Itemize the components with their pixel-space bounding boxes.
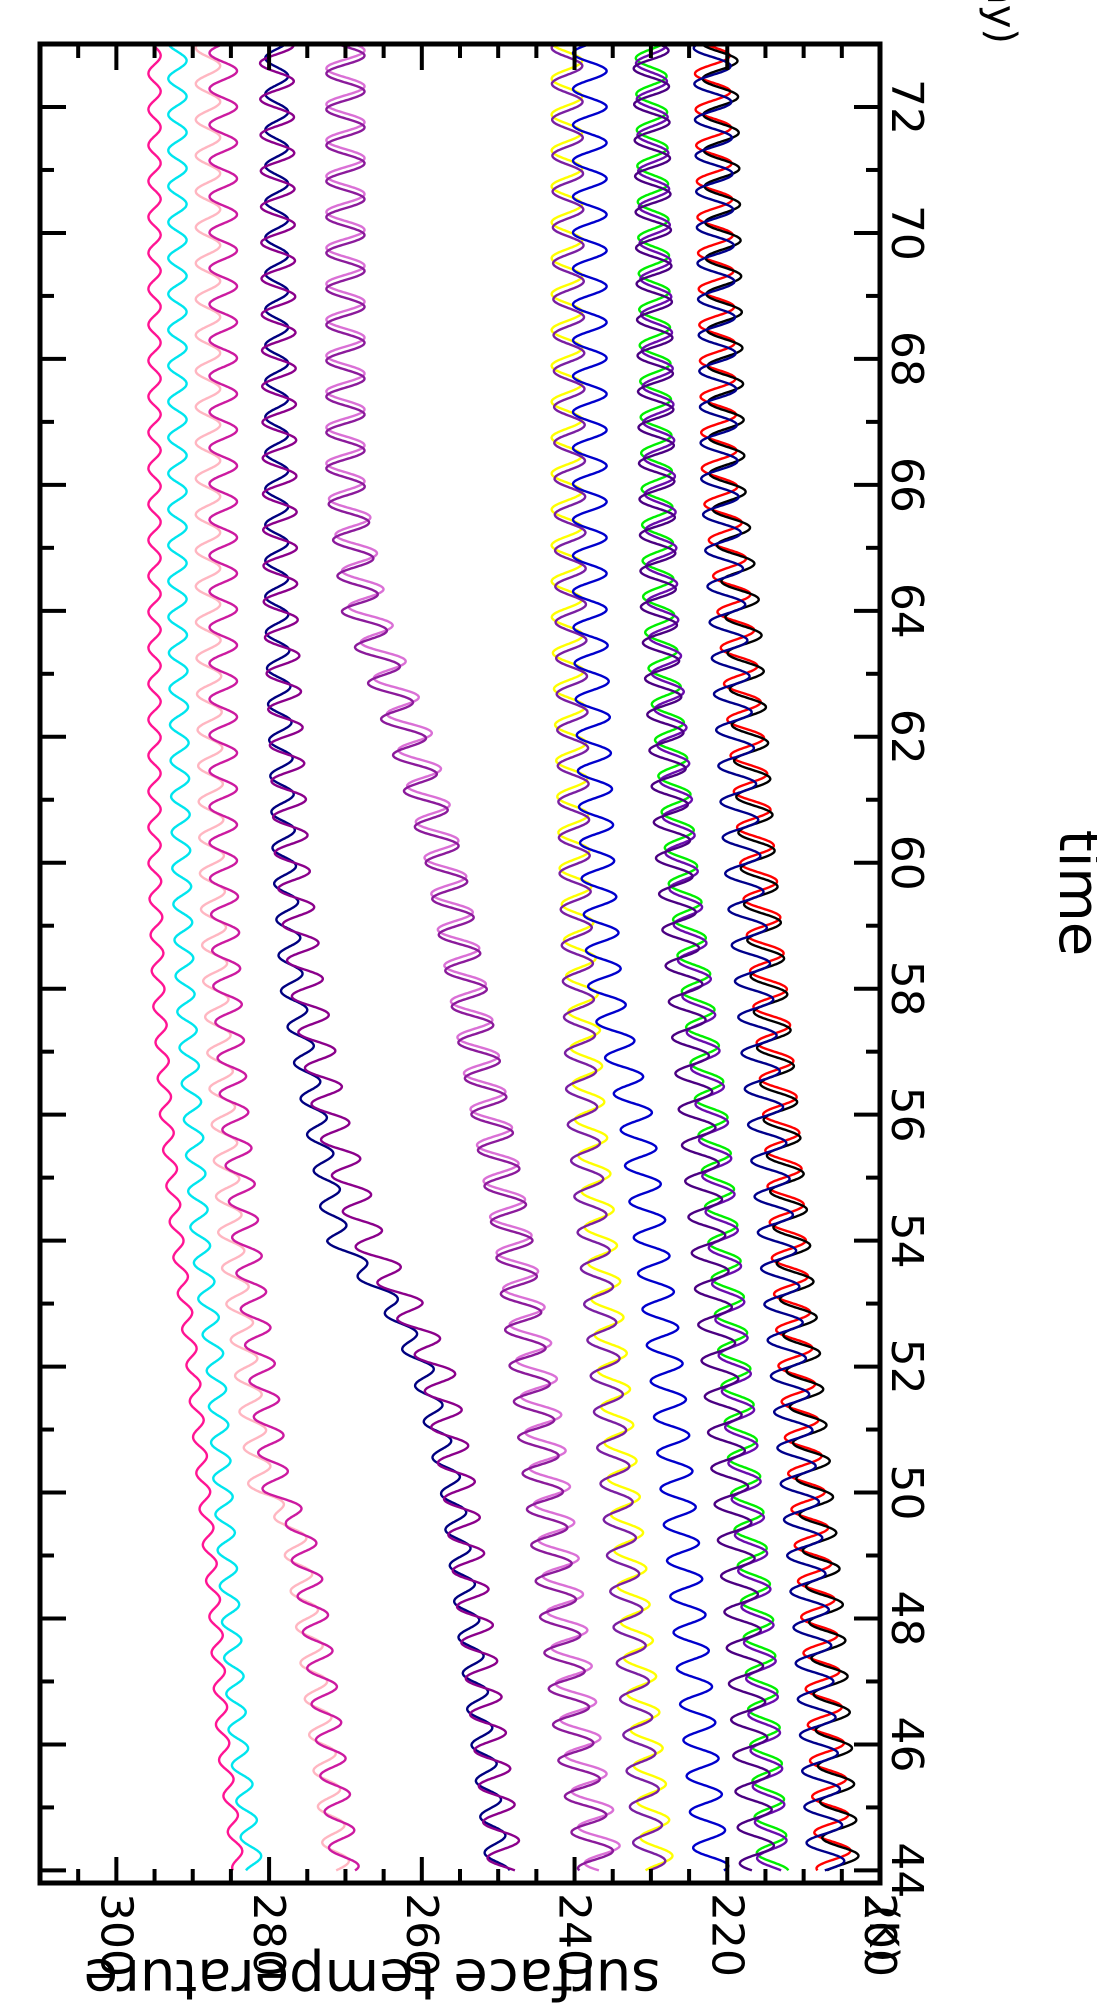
y-tick-label: 220 xyxy=(701,1893,752,1977)
ticks-layer xyxy=(38,42,882,1883)
series-line-5 xyxy=(264,43,511,1871)
series-line-8 xyxy=(325,42,615,1872)
y-tick-label: 280 xyxy=(243,1893,294,1977)
series-line-17 xyxy=(692,42,846,1872)
y-axis-label: surface temperature xyxy=(84,1946,661,2011)
series-line-1 xyxy=(147,43,244,1871)
x-tick-label: 60 xyxy=(881,835,932,891)
y-tick-label: 200 xyxy=(854,1893,905,1977)
x-tick-label: 62 xyxy=(881,709,932,765)
series-line-11 xyxy=(571,42,730,1872)
x-tick-label: 56 xyxy=(881,1087,932,1143)
labels-layer: 44 46 48 50 52 54 56 58 60 62 64 66 68 70 72 200 220 240 2… xyxy=(90,79,932,1977)
plot-frame xyxy=(37,41,883,1886)
x-tick-label: 66 xyxy=(881,457,932,513)
series-layer xyxy=(147,42,860,1872)
series-line-4 xyxy=(208,42,360,1872)
series-line-7 xyxy=(325,42,621,1872)
x-tick-label: 68 xyxy=(881,331,932,387)
x-axis-unit: (×1000 day) xyxy=(978,0,1024,44)
y-tick-label: 240 xyxy=(549,1893,600,1977)
x-tick-label: 46 xyxy=(881,1716,932,1772)
y-tick-label: 300 xyxy=(90,1893,141,1977)
y-axis-unit: (K) xyxy=(860,1905,906,1962)
series-line-6 xyxy=(258,43,521,1872)
x-tick-label: 72 xyxy=(881,79,932,135)
series-line-10 xyxy=(550,43,667,1872)
x-tick-label: 58 xyxy=(881,961,932,1017)
x-tick-label: 64 xyxy=(881,583,932,639)
x-tick-label: 54 xyxy=(881,1213,932,1269)
x-tick-label: 70 xyxy=(881,205,932,261)
x-tick-label: 48 xyxy=(881,1590,932,1646)
series-line-14 xyxy=(632,42,776,1872)
x-tick-label: 52 xyxy=(881,1339,932,1395)
series-line-2 xyxy=(167,43,263,1872)
y-tick-label: 260 xyxy=(396,1893,447,1977)
x-tick-label: 44 xyxy=(881,1842,932,1898)
x-tick-label: 50 xyxy=(881,1465,932,1521)
x-axis-label: time xyxy=(1046,830,1097,957)
series-line-16 xyxy=(701,43,860,1872)
